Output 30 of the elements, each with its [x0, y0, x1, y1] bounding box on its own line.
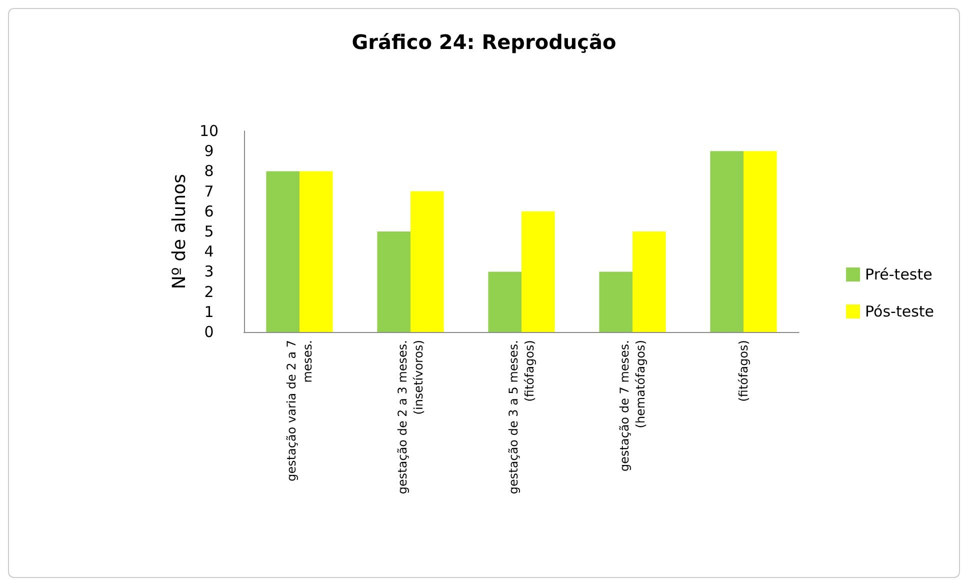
bar: [710, 151, 744, 332]
bar: [744, 151, 777, 332]
y-axis-title: Nº de alunos: [169, 174, 190, 290]
x-tick-label: gestação de 3 a 5 meses. (fitófagos): [506, 340, 536, 494]
bar: [632, 232, 666, 332]
y-tick-label: 10: [199, 122, 219, 140]
y-tick-label: 8: [204, 162, 214, 180]
bar: [266, 171, 300, 332]
x-tick-label: (fitófagos): [736, 340, 750, 402]
legend-label: Pós-teste: [865, 302, 934, 320]
bar: [488, 272, 522, 332]
y-tick-label: 0: [204, 323, 214, 341]
x-tick-label: gestação varia de 2 a 7 meses.: [284, 340, 314, 482]
y-tick-label: 7: [204, 182, 214, 200]
x-tick-label: gestação de 2 a 3 meses. (insetívoros): [396, 340, 426, 494]
y-tick-label: 4: [204, 242, 214, 261]
y-tick-label: 3: [204, 262, 214, 281]
bar: [300, 171, 333, 332]
bar: [522, 211, 555, 332]
bar: [377, 232, 410, 332]
legend-label: Pré-teste: [865, 266, 932, 284]
chart-title: Gráfico 24: Reprodução: [352, 30, 616, 54]
y-tick-label: 6: [204, 202, 214, 220]
y-tick-label: 5: [204, 222, 214, 240]
y-tick-label: 9: [204, 142, 214, 160]
bar: [599, 272, 632, 332]
y-tick-label: 2: [204, 282, 214, 301]
y-tick-label: 1: [204, 302, 214, 321]
bar: [410, 191, 444, 332]
x-tick-label: gestação de 7 meses. (hematófagos): [618, 340, 648, 472]
